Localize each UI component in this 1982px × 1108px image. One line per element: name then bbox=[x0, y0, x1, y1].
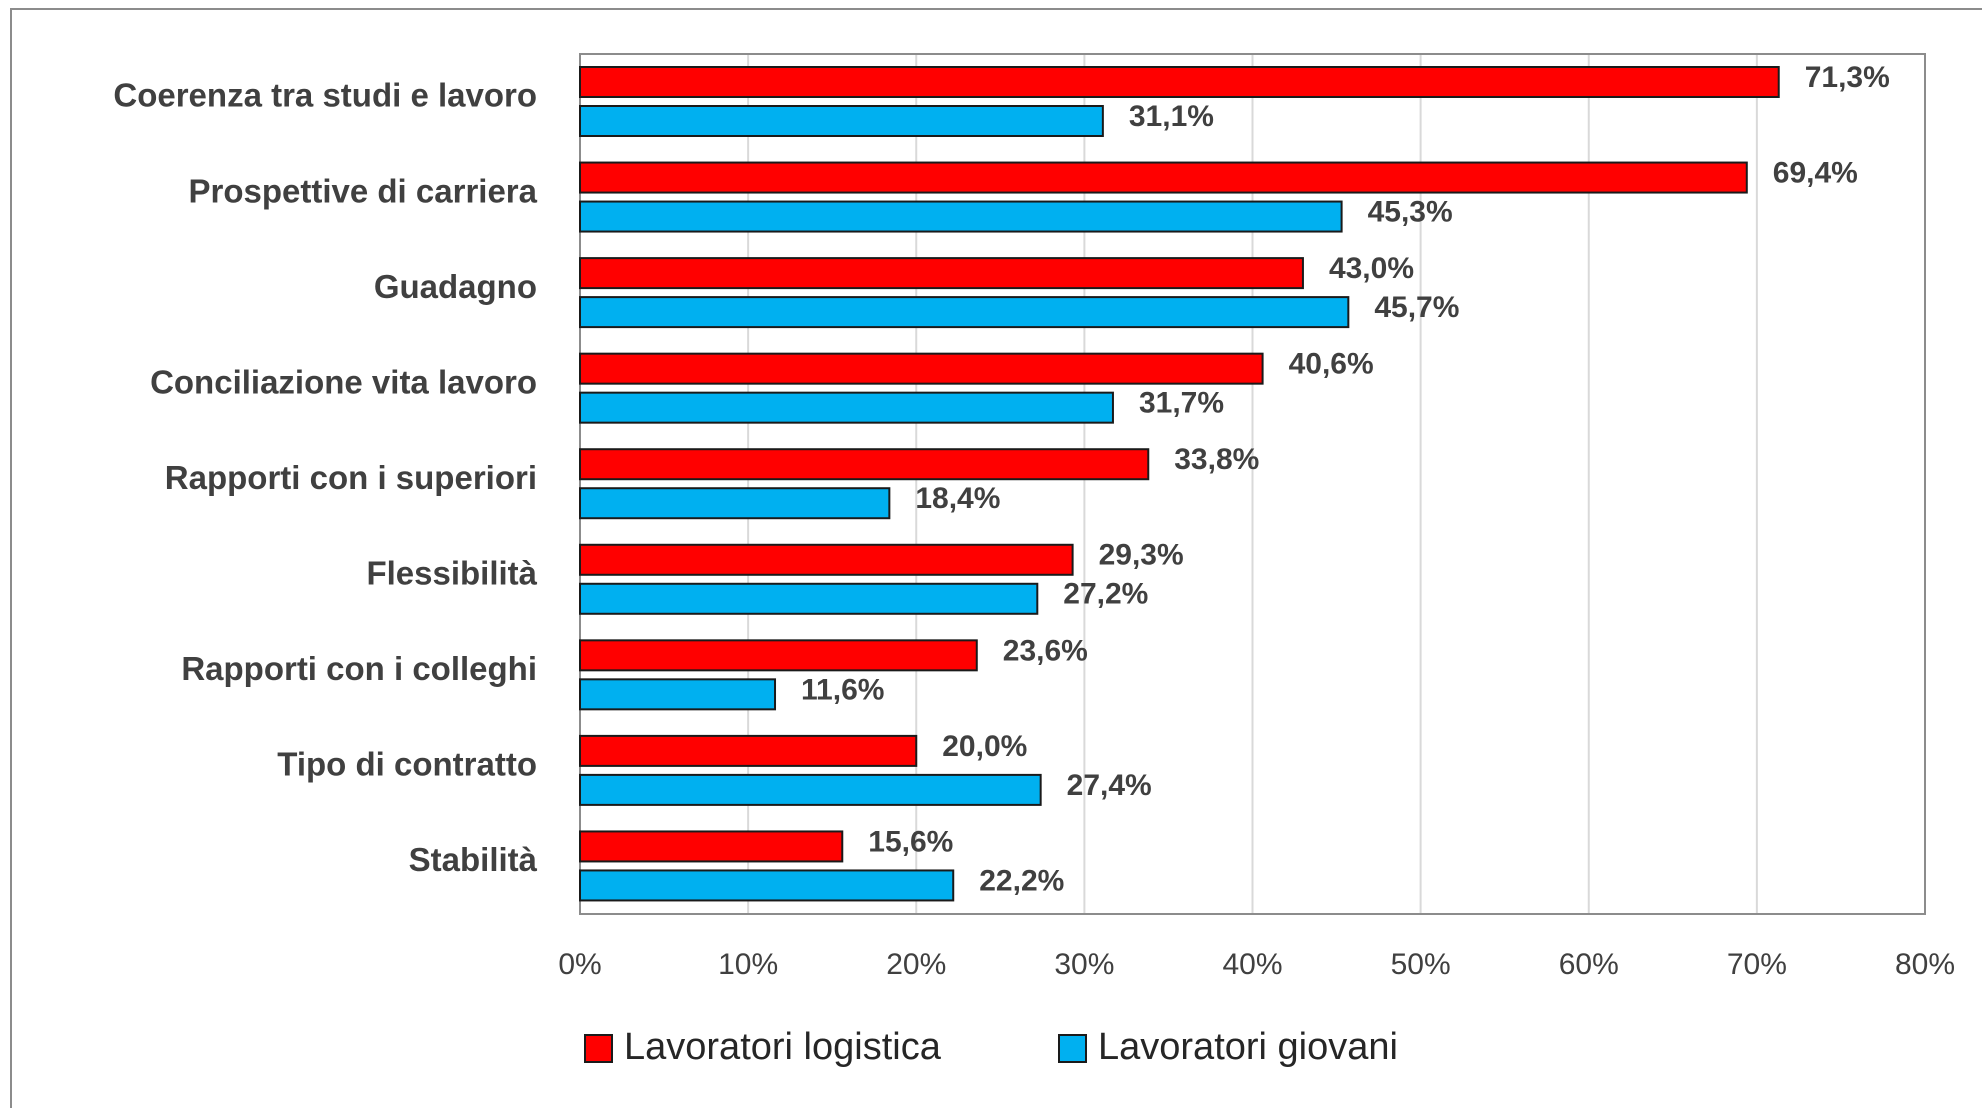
y-tick-label: Stabilità bbox=[409, 841, 538, 878]
bar bbox=[579, 296, 1350, 329]
bar bbox=[579, 582, 1039, 615]
plot-border bbox=[579, 53, 1926, 915]
bar bbox=[579, 734, 918, 767]
bar bbox=[579, 869, 955, 902]
data-label: 31,7% bbox=[1139, 387, 1224, 420]
bar bbox=[579, 66, 1780, 98]
x-tick-label: 50% bbox=[1391, 948, 1451, 981]
y-tick-label: Tipo di contratto bbox=[277, 746, 537, 783]
bar bbox=[579, 161, 1748, 194]
chart-frame bbox=[10, 8, 1982, 1108]
data-label: 71,3% bbox=[1805, 61, 1890, 94]
data-label: 15,6% bbox=[868, 825, 953, 858]
y-tick-label: Flessibilità bbox=[366, 554, 537, 591]
legend-swatch bbox=[1058, 1034, 1087, 1063]
bar bbox=[579, 678, 777, 711]
y-tick-label: Rapporti con i colleghi bbox=[181, 650, 537, 687]
bar bbox=[579, 448, 1150, 481]
x-tick-label: 40% bbox=[1222, 948, 1282, 981]
data-label: 33,8% bbox=[1174, 443, 1259, 476]
legend-swatch bbox=[584, 1034, 613, 1063]
data-label: 69,4% bbox=[1773, 156, 1858, 189]
bar bbox=[579, 391, 1114, 424]
bar bbox=[579, 773, 1042, 806]
data-label: 40,6% bbox=[1289, 348, 1374, 381]
y-tick-label: Rapporti con i superiori bbox=[165, 459, 537, 496]
bar bbox=[579, 543, 1074, 576]
y-tick-label: Coerenza tra studi e lavoro bbox=[113, 77, 537, 114]
x-tick-label: 20% bbox=[886, 948, 946, 981]
bar bbox=[579, 487, 891, 520]
bar bbox=[579, 639, 978, 672]
data-label: 31,1% bbox=[1129, 100, 1214, 133]
x-tick-label: 60% bbox=[1559, 948, 1619, 981]
data-label: 18,4% bbox=[915, 482, 1000, 515]
x-tick-label: 80% bbox=[1895, 948, 1955, 981]
x-tick-label: 10% bbox=[718, 948, 778, 981]
bar bbox=[579, 257, 1304, 290]
x-tick-label: 30% bbox=[1054, 948, 1114, 981]
data-label: 29,3% bbox=[1099, 539, 1184, 572]
bar bbox=[579, 200, 1343, 233]
data-label: 45,7% bbox=[1374, 291, 1459, 324]
data-label: 45,3% bbox=[1368, 195, 1453, 228]
y-tick-label: Conciliazione vita lavoro bbox=[150, 363, 537, 400]
data-label: 11,6% bbox=[801, 673, 884, 706]
bar bbox=[579, 352, 1264, 385]
x-tick-label: 70% bbox=[1727, 948, 1787, 981]
data-label: 43,0% bbox=[1329, 252, 1414, 285]
data-label: 22,2% bbox=[979, 864, 1064, 897]
data-label: 27,4% bbox=[1067, 769, 1152, 802]
legend-label: Lavoratori logistica bbox=[624, 1026, 942, 1068]
legend-label: Lavoratori giovani bbox=[1098, 1026, 1398, 1068]
data-label: 23,6% bbox=[1003, 634, 1088, 667]
bar bbox=[579, 830, 844, 863]
bar bbox=[579, 105, 1104, 137]
y-tick-label: Prospettive di carriera bbox=[189, 172, 538, 209]
x-tick-label: 0% bbox=[558, 948, 601, 981]
y-tick-label: Guadagno bbox=[374, 268, 537, 305]
data-label: 20,0% bbox=[942, 730, 1027, 763]
data-label: 27,2% bbox=[1063, 578, 1148, 611]
